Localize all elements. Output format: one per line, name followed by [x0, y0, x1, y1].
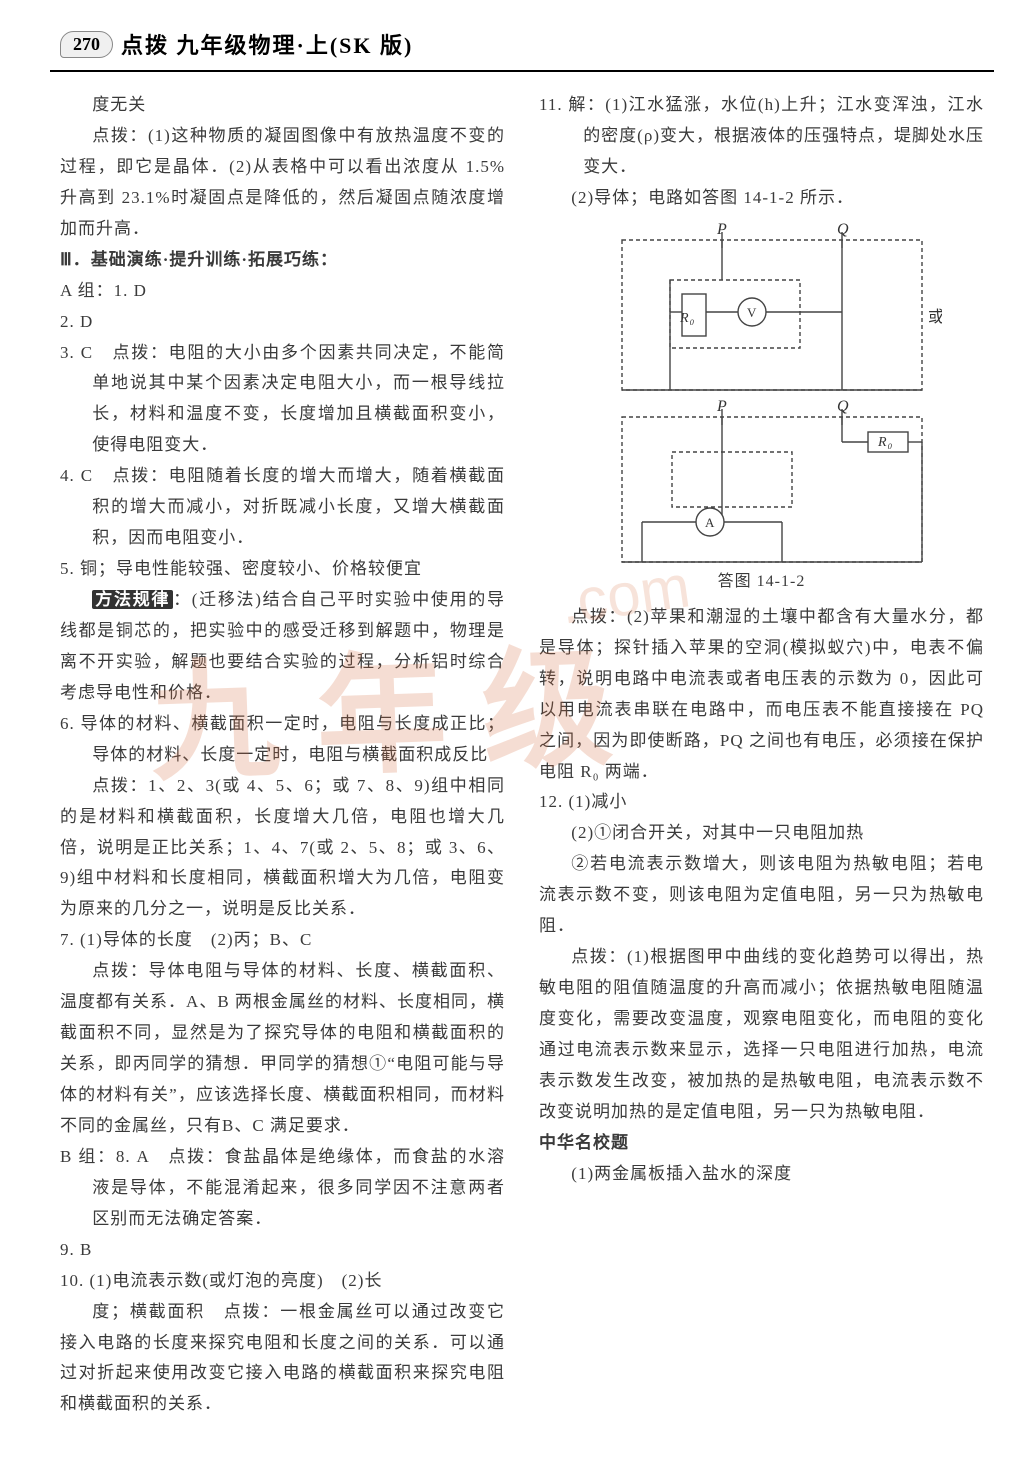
- left-p0: 度无关: [60, 90, 505, 121]
- q11a: 11. 解：(1)江水猛涨，水位(h)上升；江水变浑浊，江水的密度(ρ)变大，根…: [539, 90, 984, 183]
- svg-text:Q: Q: [837, 222, 850, 238]
- q11c: 点拨：(2)苹果和潮湿的土壤中都含有大量水分，都是导体；探针插入苹果的空洞(模拟…: [539, 602, 984, 788]
- zh1: (1)两金属板插入盐水的深度: [539, 1159, 984, 1190]
- svg-text:R₀: R₀: [877, 435, 893, 450]
- zhonghua-title: 中华名校题: [539, 1128, 984, 1159]
- q10: 10. (1)电流表示数(或灯泡的亮度) (2)长: [60, 1266, 505, 1297]
- q3: 3. C 点拨：电阻的大小由多个因素共同决定，不能简单地说其中某个因素决定电阻大…: [60, 338, 505, 462]
- header-rule: [50, 70, 994, 72]
- svg-text:V: V: [747, 305, 757, 320]
- svg-text:P: P: [716, 222, 728, 238]
- q12a: 12. (1)减小: [539, 787, 984, 818]
- method-box: 方法规律: [92, 590, 173, 609]
- q12c: ②若电流表示数增大，则该电阻为热敏电阻；若电流表示数不变，则该电阻为定值电阻，另…: [539, 849, 984, 942]
- groupA-q1: A 组：1. D: [60, 276, 505, 307]
- q12b: (2)①闭合开关，对其中一只电阻加热: [539, 818, 984, 849]
- circuit-svg: P Q R₀ V 或: [582, 222, 942, 567]
- q7a: 7. (1)导体的长度 (2)丙；B、C: [60, 925, 505, 956]
- svg-text:或: 或: [928, 308, 942, 326]
- q6b: 点拨：1、2、3(或 4、5、6；或 7、8、9)组中相同的是材料和横截面积，长…: [60, 771, 505, 926]
- header-title: 点拨 九年级物理·上(SK 版): [121, 28, 413, 60]
- q12d: 点拨：(1)根据图甲中曲线的变化趋势可以得出，热敏电阻的阻值随温度的升高而减小；…: [539, 942, 984, 1128]
- section-3-label: Ⅲ．基础演练·提升训练·拓展巧练：: [60, 245, 505, 276]
- diagram-caption: 答图 14-1-2: [539, 567, 984, 596]
- q7b: 点拨：导体电阻与导体的材料、长度、横截面积、温度都有关系．A、B 两根金属丝的材…: [60, 956, 505, 1142]
- page-header: 270 点拨 九年级物理·上(SK 版): [60, 28, 413, 60]
- page-number: 270: [60, 31, 113, 58]
- content-body: 度无关 点拨：(1)这种物质的凝固图像中有放热温度不变的过程，即它是晶体．(2)…: [60, 90, 984, 1454]
- q5-method: 方法规律：(迁移法)结合自己平时实验中使用的导线都是铜芯的，把实验中的感受迁移到…: [60, 585, 505, 709]
- svg-text:P: P: [716, 398, 728, 415]
- q5: 5. 铜；导电性能较强、密度较小、价格较便宜: [60, 554, 505, 585]
- q11b: (2)导体；电路如答图 14-1-2 所示．: [539, 183, 984, 214]
- q6a: 6. 导体的材料、横截面积一定时，电阻与长度成正比；导体的材料、长度一定时，电阻…: [60, 709, 505, 771]
- left-p1: 点拨：(1)这种物质的凝固图像中有放热温度不变的过程，即它是晶体．(2)从表格中…: [60, 121, 505, 245]
- groupB-q8: B 组：8. A 点拨：食盐晶体是绝缘体，而食盐的水溶液是导体，不能混淆起来，很…: [60, 1142, 505, 1235]
- r0: 度；横截面积 点拨：一根金属丝可以通过改变它接入电路的长度来探究电阻和长度之间的…: [60, 1297, 505, 1421]
- svg-text:R₀: R₀: [679, 311, 695, 326]
- svg-text:Q: Q: [837, 398, 850, 415]
- q2: 2. D: [60, 307, 505, 338]
- circuit-diagram: P Q R₀ V 或: [539, 222, 984, 596]
- q4: 4. C 点拨：电阻随着长度的增大而增大，随着横截面积的增大而减小，对折既减小长…: [60, 461, 505, 554]
- q9: 9. B: [60, 1235, 505, 1266]
- svg-text:A: A: [705, 515, 715, 530]
